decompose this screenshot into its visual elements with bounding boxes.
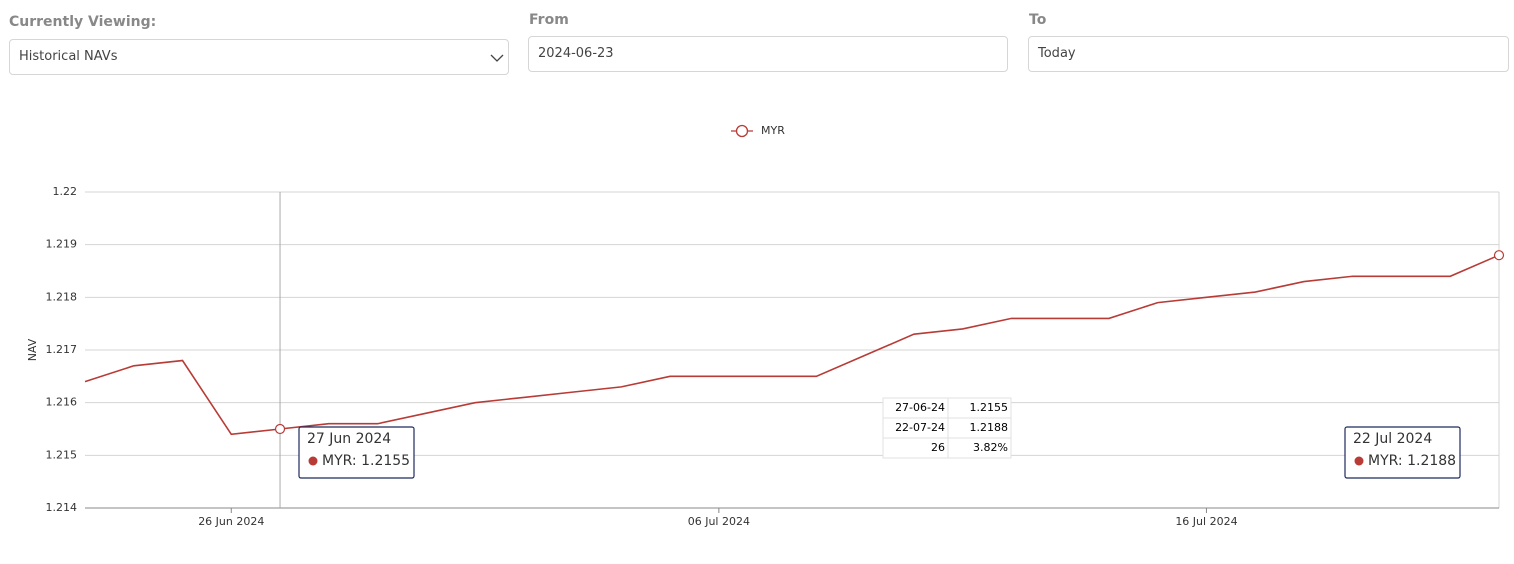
view-label: Currently Viewing:	[9, 14, 157, 30]
chevron	[490, 54, 504, 62]
y-tick-label: 1.218	[46, 290, 78, 303]
tooltip-dot	[1354, 456, 1364, 466]
y-tick-label: 1.215	[46, 448, 78, 461]
x-tick-label: 26 Jun 2024	[198, 515, 264, 528]
x-tick-label: 16 Jul 2024	[1175, 515, 1237, 528]
legend-label: MYR	[761, 124, 785, 137]
tooltip-label: MYR: 1.2155	[322, 453, 410, 469]
from-input[interactable]: 2024-06-23	[528, 36, 1008, 72]
view-select[interactable]: Historical NAVs	[9, 39, 509, 75]
y-tick-label: 1.216	[46, 396, 78, 409]
table-text: 26	[931, 441, 945, 454]
tooltip-box	[1344, 426, 1461, 479]
table-text: 3.82%	[973, 441, 1008, 454]
legend-item: MYR	[731, 124, 785, 138]
y-tick-label: 1.214	[46, 501, 78, 514]
table-cell	[947, 437, 1012, 459]
hover-marker	[274, 423, 286, 435]
from-value: 2024-06-23	[538, 46, 614, 61]
to-input[interactable]: Today	[1028, 36, 1509, 72]
y-tick-label: 1.219	[46, 238, 78, 251]
series-line	[84, 254, 1500, 436]
view-value: Historical NAVs	[19, 49, 118, 64]
table-text: 27-06-24	[895, 401, 945, 414]
tooltip-box	[298, 426, 415, 479]
tooltip: 22 Jul 2024 MYR: 1.2188	[1344, 426, 1461, 479]
to-label: To	[1029, 12, 1047, 28]
y-tick-label: 1.217	[46, 343, 78, 356]
tooltip-dot	[308, 456, 318, 466]
tooltip-label: MYR: 1.2188	[1368, 453, 1456, 469]
table-text: 1.2188	[970, 421, 1009, 434]
y-axis-label: NAV	[26, 338, 39, 361]
legend-marker	[735, 124, 749, 138]
table-text: 22-07-24	[895, 421, 945, 434]
x-tick-label: 06 Jul 2024	[688, 515, 750, 528]
to-value: Today	[1038, 46, 1076, 61]
from-label: From	[529, 12, 569, 28]
hover-marker	[1493, 250, 1505, 261]
y-tick-label: 1.22	[53, 185, 78, 198]
tooltip: 27 Jun 2024 MYR: 1.2155	[298, 426, 415, 479]
tooltip-title: 27 Jun 2024	[307, 431, 391, 447]
tooltip-title: 22 Jul 2024	[1353, 431, 1432, 447]
table-text: 1.2155	[970, 401, 1009, 414]
